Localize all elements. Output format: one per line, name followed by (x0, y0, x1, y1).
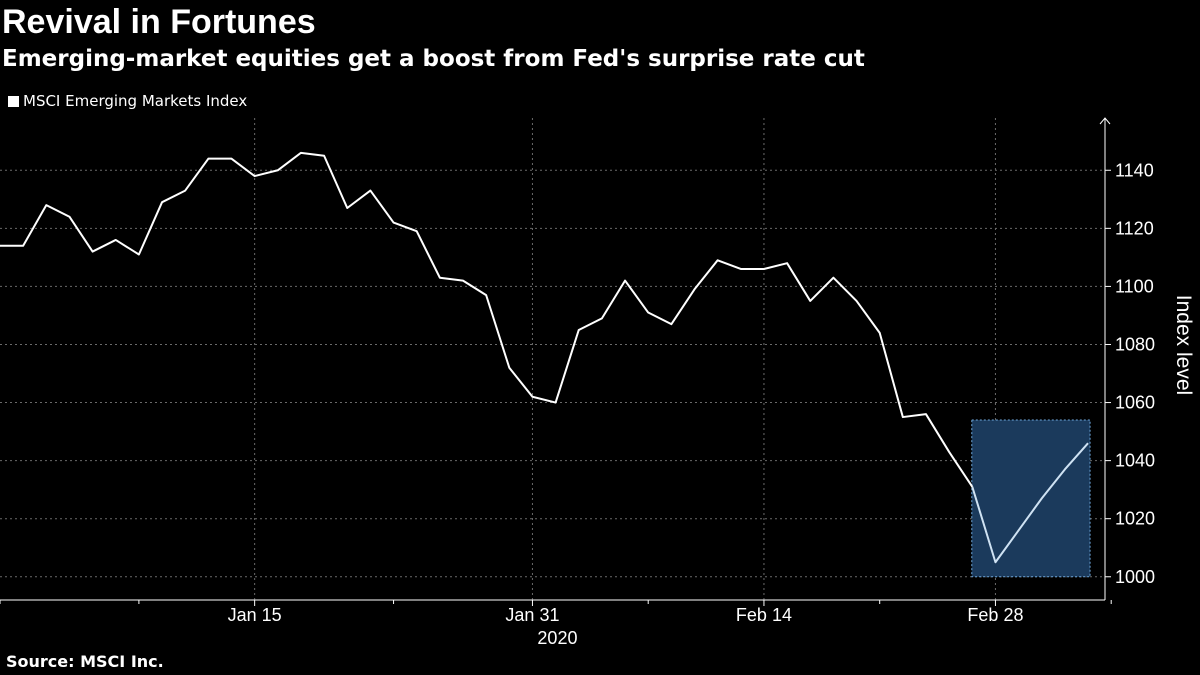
source-note: Source: MSCI Inc. (6, 652, 164, 671)
y-tick-label: 1040 (1115, 451, 1155, 471)
chart-subtitle: Emerging-market equities get a boost fro… (2, 46, 865, 72)
chart-title: Revival in Fortunes (2, 3, 316, 41)
y-tick-label: 1080 (1115, 334, 1155, 354)
y-tick-label: 1140 (1115, 160, 1154, 180)
legend-label: MSCI Emerging Markets Index (23, 92, 248, 110)
y-tick-label: 1120 (1115, 218, 1154, 238)
x-tick-label: Jan 31 (505, 605, 559, 625)
y-tick-label: 1060 (1115, 393, 1155, 413)
series-line-main (0, 151, 974, 488)
highlight-region (971, 419, 1091, 578)
y-axis-arrow (1099, 117, 1111, 125)
axes (0, 117, 1112, 606)
y-tick-label: 1020 (1115, 509, 1155, 529)
axis-labels: 1000 1020 1040 1060 1080 1100 1120 1140 Jan 15 Ja… (228, 160, 1195, 648)
grid-lines (0, 118, 1105, 600)
y-axis-title: Index level (1172, 295, 1195, 395)
series-line (0, 151, 1089, 564)
x-tick-label: Jan 15 (228, 605, 282, 625)
y-tick-label: 1000 (1115, 567, 1155, 587)
y-tick-label: 1100 (1115, 276, 1154, 296)
series-line-highlighted (971, 442, 1089, 564)
highlight-box (971, 419, 1091, 578)
x-year-label: 2020 (537, 628, 577, 648)
legend: MSCI Emerging Markets Index (8, 91, 247, 111)
x-tick-label: Feb 28 (967, 605, 1023, 625)
x-tick-label: Feb 14 (736, 605, 792, 625)
legend-swatch (8, 95, 19, 107)
